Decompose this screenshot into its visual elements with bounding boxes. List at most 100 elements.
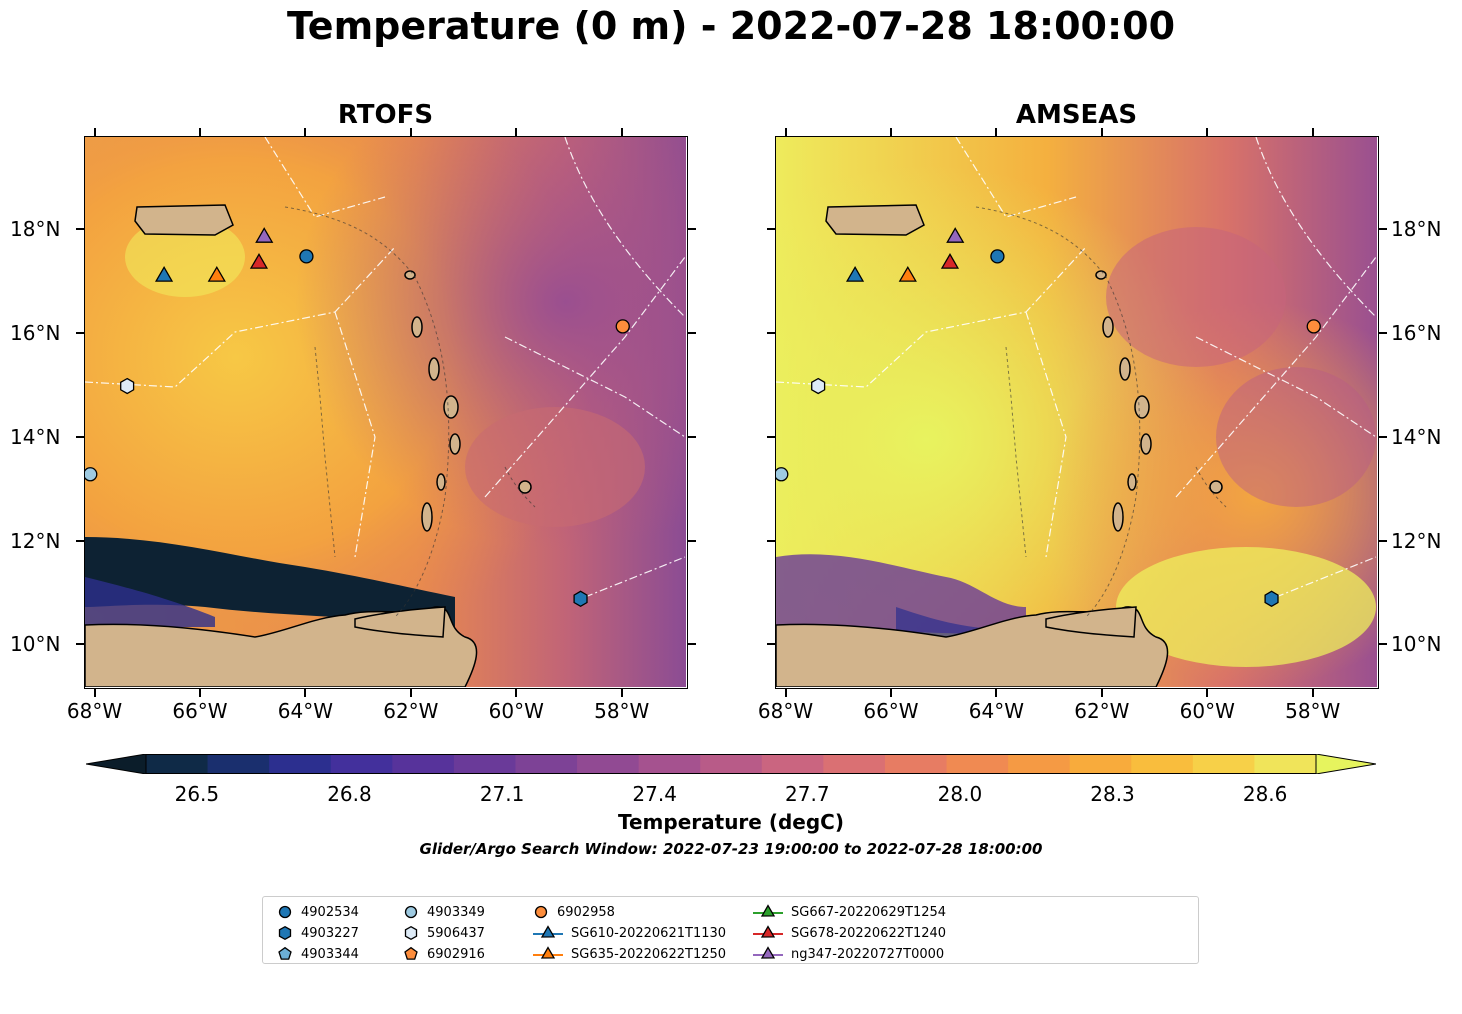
legend-marker-icon bbox=[278, 925, 292, 941]
x-tick-mark bbox=[784, 689, 787, 697]
legend-marker-icon bbox=[533, 946, 563, 959]
y-tick-label: 18°N bbox=[1391, 217, 1442, 242]
colorbar-band bbox=[269, 754, 332, 774]
legend-marker-icon bbox=[278, 946, 292, 960]
colorbar-band bbox=[1008, 754, 1071, 774]
y-tick-mark bbox=[767, 643, 775, 646]
x-tick-mark bbox=[784, 128, 787, 136]
colorbar-band bbox=[1192, 754, 1255, 774]
y-tick-label: 12°N bbox=[10, 528, 61, 553]
x-tick-label: 66°W bbox=[172, 699, 228, 723]
argo-marker-6902958 bbox=[1306, 319, 1321, 334]
colorbar-band bbox=[823, 754, 886, 774]
colorbar-band bbox=[392, 754, 455, 774]
colorbar-band bbox=[515, 754, 578, 774]
x-tick-mark bbox=[515, 689, 518, 697]
y-tick-label: 18°N bbox=[10, 217, 61, 242]
legend-item: 4903227 bbox=[277, 923, 359, 943]
colorbar-outline bbox=[145, 754, 1317, 774]
y-tick-mark bbox=[76, 435, 84, 438]
x-tick-label: 66°W bbox=[863, 699, 919, 723]
map-panel-amseas bbox=[775, 136, 1379, 689]
legend-item: SG635-20220622T1250 bbox=[533, 944, 726, 964]
legend-item: 4902534 bbox=[277, 902, 359, 922]
legend-label: 4903227 bbox=[301, 925, 359, 941]
x-tick-mark bbox=[304, 689, 307, 697]
colorbar-band bbox=[761, 754, 824, 774]
x-tick-mark bbox=[93, 128, 96, 136]
y-tick-mark bbox=[1379, 435, 1387, 438]
glider-marker-SG635-20220622T1250 bbox=[207, 266, 226, 282]
y-tick-mark bbox=[767, 435, 775, 438]
y-tick-mark bbox=[76, 332, 84, 335]
colorbar-tick-label: 28.3 bbox=[1090, 782, 1135, 806]
y-tick-mark bbox=[767, 332, 775, 335]
x-tick-label: 58°W bbox=[1285, 699, 1341, 723]
legend-marker-icon bbox=[753, 925, 783, 938]
argo-marker-4902534 bbox=[990, 249, 1005, 264]
y-tick-mark bbox=[767, 228, 775, 231]
legend-marker-icon bbox=[404, 946, 418, 960]
legend-item: 4903349 bbox=[403, 902, 485, 922]
legend-marker-icon bbox=[404, 925, 418, 941]
y-tick-label: 14°N bbox=[10, 424, 61, 449]
legend-marker-icon bbox=[278, 905, 292, 919]
x-tick-mark bbox=[198, 689, 201, 697]
colorbar-band bbox=[884, 754, 948, 774]
x-tick-mark bbox=[620, 128, 623, 136]
y-tick-mark bbox=[688, 228, 696, 231]
argo-marker-5906437 bbox=[811, 377, 826, 395]
y-tick-label: 10°N bbox=[1391, 632, 1442, 657]
colorbar-tick-label: 28.0 bbox=[937, 782, 983, 806]
x-tick-mark bbox=[889, 128, 892, 136]
rtofs-temperature-field bbox=[85, 137, 686, 687]
y-tick-mark bbox=[1379, 228, 1387, 231]
x-tick-label: 68°W bbox=[66, 699, 123, 723]
legend-label: SG667-20220629T1254 bbox=[791, 904, 947, 920]
legend-item: 6902916 bbox=[403, 944, 485, 964]
colorbar-band bbox=[700, 754, 763, 774]
legend-label: 6902916 bbox=[427, 946, 485, 962]
x-tick-label: 60°W bbox=[1179, 699, 1235, 723]
argo-marker-5906437 bbox=[120, 377, 135, 395]
y-tick-label: 16°N bbox=[10, 321, 61, 346]
y-tick-mark bbox=[688, 332, 696, 335]
legend-label: SG635-20220622T1250 bbox=[571, 946, 727, 962]
colorbar-band bbox=[946, 754, 1009, 774]
y-tick-mark bbox=[76, 643, 84, 646]
colorbar-tick-label: 26.5 bbox=[174, 782, 220, 806]
x-tick-label: 60°W bbox=[488, 699, 544, 723]
colorbar-tick-label: 27.1 bbox=[479, 782, 525, 806]
legend-label: SG678-20220622T1240 bbox=[791, 925, 947, 941]
x-tick-mark bbox=[409, 128, 412, 136]
x-tick-mark bbox=[1206, 128, 1209, 136]
x-tick-label: 62°W bbox=[1074, 699, 1130, 723]
colorbar-tick-label: 27.4 bbox=[632, 782, 677, 806]
legend-marker-icon bbox=[404, 905, 418, 919]
legend-label: 5906437 bbox=[427, 925, 485, 941]
y-tick-mark bbox=[688, 435, 696, 438]
argo-marker-4902534 bbox=[299, 249, 314, 264]
x-tick-mark bbox=[889, 689, 892, 697]
x-tick-mark bbox=[1311, 128, 1314, 136]
panel-title-amseas: AMSEAS bbox=[1015, 100, 1138, 130]
colorbar-band bbox=[1131, 754, 1194, 774]
x-tick-mark bbox=[1100, 689, 1103, 697]
legend-item: 5906437 bbox=[403, 923, 485, 943]
rtofs-observation-markers bbox=[85, 227, 630, 608]
legend-label: SG610-20220621T1130 bbox=[571, 925, 727, 941]
legend-marker-icon bbox=[753, 904, 783, 917]
legend-label: 4902534 bbox=[301, 904, 359, 920]
x-tick-mark bbox=[93, 689, 96, 697]
legend-marker-icon bbox=[753, 946, 783, 959]
x-tick-label: 68°W bbox=[757, 699, 814, 723]
colorbar-title: Temperature (degC) bbox=[618, 810, 844, 834]
colorbar-tick-label: 26.8 bbox=[327, 782, 372, 806]
colorbar bbox=[85, 753, 1377, 775]
argo-marker-6902958 bbox=[615, 319, 630, 334]
y-tick-label: 12°N bbox=[1391, 528, 1442, 553]
x-tick-mark bbox=[304, 128, 307, 136]
glider-marker-ng347-20220727T0000 bbox=[946, 227, 965, 243]
legend-item: 4903344 bbox=[277, 944, 359, 964]
colorbar-extend-max bbox=[1315, 753, 1377, 775]
